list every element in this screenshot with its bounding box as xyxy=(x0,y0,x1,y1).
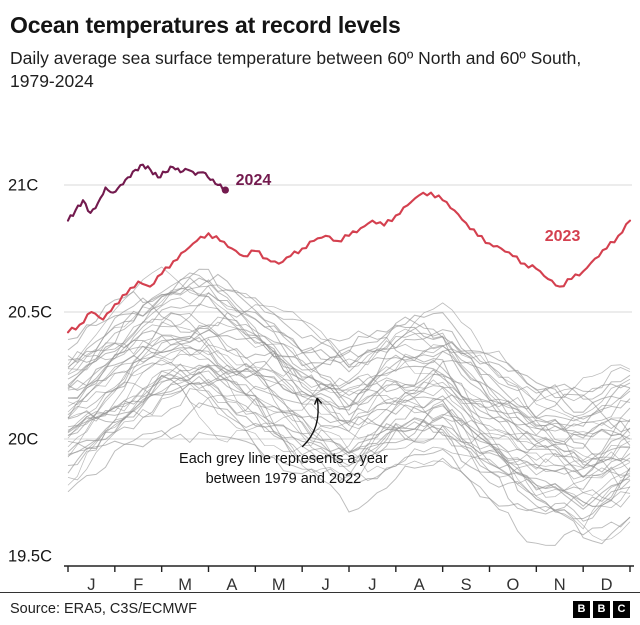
grey-year-line xyxy=(67,344,631,462)
grey-year-line xyxy=(67,312,631,463)
gridlines xyxy=(64,184,632,440)
grey-year-line xyxy=(67,316,631,436)
grey-year-line xyxy=(67,381,631,520)
chart-area: J F M A M J J A S O N D 21C 20.5C 20C 19.5C 2024 2023 Each… xyxy=(0,130,640,594)
y-axis: 21C 20.5C 20C 19.5C xyxy=(8,177,52,566)
x-tick-label: D xyxy=(601,576,613,592)
x-tick-label: J xyxy=(321,576,329,592)
grey-year-line xyxy=(67,321,631,444)
grey-year-line xyxy=(67,276,631,399)
chart-header: Ocean temperatures at record levels Dail… xyxy=(0,0,640,93)
x-tick-label: N xyxy=(554,576,566,592)
page-title: Ocean temperatures at record levels xyxy=(10,12,401,38)
bbc-logo-letter: B xyxy=(573,600,590,618)
grey-year-line xyxy=(67,335,631,472)
grey-year-line xyxy=(67,360,631,473)
annotation-text: Each grey line represents a year xyxy=(179,451,388,467)
grey-year-line xyxy=(67,288,631,426)
x-tick-label: A xyxy=(414,576,425,592)
x-tick-label: J xyxy=(368,576,376,592)
grey-year-line xyxy=(67,375,631,498)
annotation-text: between 1979 and 2022 xyxy=(206,471,362,487)
y-tick-label: 20C xyxy=(8,431,38,449)
series-line-2023 xyxy=(66,191,632,334)
grey-year-line xyxy=(67,379,631,509)
grey-year-line xyxy=(67,430,631,546)
source-credit: Source: ERA5, C3S/ECMWF xyxy=(10,601,197,617)
grey-year-line xyxy=(67,375,631,522)
annotation-arrow xyxy=(301,397,319,448)
bbc-logo: B B C xyxy=(573,600,630,618)
annotation-arrowhead xyxy=(313,397,318,405)
x-tick-label: M xyxy=(272,576,286,592)
series-line-2024 xyxy=(66,163,227,222)
grey-year-line xyxy=(67,370,631,478)
grey-year-lines xyxy=(67,266,631,546)
grey-year-line xyxy=(67,284,631,402)
annotation-arrowhead xyxy=(316,397,323,404)
x-tick-label: S xyxy=(461,576,472,592)
grey-year-line xyxy=(67,330,631,455)
series-label-2023: 2023 xyxy=(545,228,581,245)
grey-year-line xyxy=(67,327,631,445)
grey-year-line xyxy=(67,291,631,422)
grey-year-line xyxy=(67,370,631,508)
x-tick-label: O xyxy=(506,576,519,592)
grey-year-line xyxy=(67,273,631,413)
annotation: Each grey line represents a year between … xyxy=(179,397,388,487)
grey-year-line xyxy=(67,388,631,511)
series-label-2024: 2024 xyxy=(236,172,272,189)
bbc-logo-letter: B xyxy=(593,600,610,618)
temperature-line-chart: J F M A M J J A S O N D 21C 20.5C 20C 19.5C 2024 2023 Each… xyxy=(8,163,634,594)
footer: Source: ERA5, C3S/ECMWF B B C xyxy=(0,592,640,625)
y-tick-label: 20.5C xyxy=(8,304,52,322)
x-tick-label: J xyxy=(87,576,95,592)
y-tick-label: 19.5C xyxy=(8,548,52,566)
x-tick-label: A xyxy=(226,576,237,592)
grey-year-line xyxy=(67,402,631,545)
grey-year-line xyxy=(67,364,631,480)
grey-year-line xyxy=(67,297,631,433)
y-tick-label: 21C xyxy=(8,177,38,195)
x-tick-label: F xyxy=(133,576,143,592)
grey-year-line xyxy=(67,268,631,410)
grey-year-line xyxy=(67,336,631,478)
x-tick-label: M xyxy=(178,576,192,592)
series-end-dot-2024 xyxy=(221,186,229,194)
grey-year-line xyxy=(67,272,631,420)
page-subtitle: Daily average sea surface temperature be… xyxy=(10,47,582,91)
grey-year-line xyxy=(67,313,631,469)
bbc-logo-letter: C xyxy=(613,600,630,618)
grey-year-line xyxy=(67,303,631,436)
grey-year-line xyxy=(67,338,631,468)
